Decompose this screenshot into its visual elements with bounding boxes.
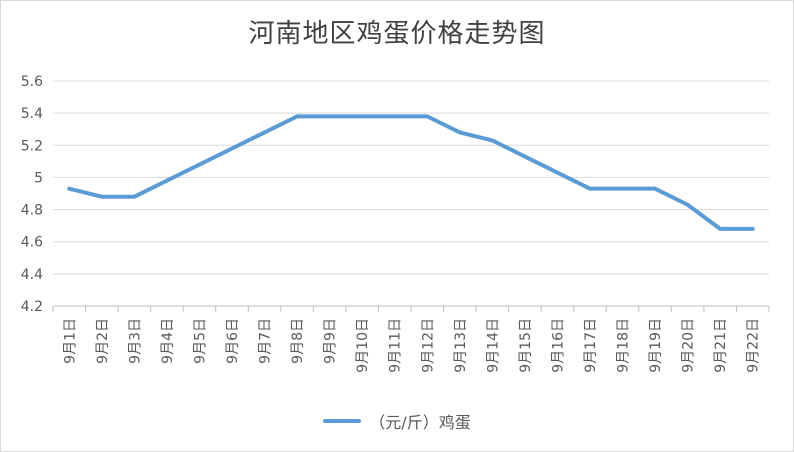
chart-title: 河南地区鸡蛋价格走势图 xyxy=(248,19,546,49)
plot-area: 4.2 4.4 4.6 4.8 5 5.2 5.4 5.6 9月1日 9月2日 9月3日 9月4日 9月… xyxy=(21,74,770,373)
x-tick-label: 9月14日 xyxy=(485,318,501,373)
y-tick-label: 5 xyxy=(34,170,43,186)
x-tick-label: 9月21日 xyxy=(713,318,729,373)
x-tick-label: 9月3日 xyxy=(127,318,143,364)
x-tick-label: 9月22日 xyxy=(746,318,762,373)
x-tick-label: 9月18日 xyxy=(616,318,632,373)
y-tick-label: 4.4 xyxy=(21,267,43,283)
legend-swatch xyxy=(323,419,362,423)
x-tick-label: 9月17日 xyxy=(583,318,599,373)
x-tick-label: 9月8日 xyxy=(290,318,306,364)
x-tick-label: 9月6日 xyxy=(225,318,241,364)
x-tick-label: 9月12日 xyxy=(420,318,436,373)
series-line-eggs xyxy=(67,114,755,231)
y-tick-label: 4.2 xyxy=(21,299,43,315)
x-tick-label: 9月2日 xyxy=(95,318,111,364)
x-tick-label: 9月10日 xyxy=(355,318,371,373)
y-tick-label: 4.8 xyxy=(21,203,43,219)
x-tick-label: 9月16日 xyxy=(550,318,566,373)
x-tick-label: 9月13日 xyxy=(453,318,469,373)
x-tick-label: 9月7日 xyxy=(258,318,274,364)
x-tick-label: 9月4日 xyxy=(160,318,176,364)
x-tick-label: 9月9日 xyxy=(323,318,339,364)
x-tick-label: 9月11日 xyxy=(388,318,404,373)
x-tick-label: 9月15日 xyxy=(518,318,534,373)
legend: （元/斤）鸡蛋 xyxy=(1,409,793,433)
y-tick-label: 5.2 xyxy=(21,138,43,154)
x-tick-label: 9月5日 xyxy=(192,318,208,364)
x-tick-label: 9月20日 xyxy=(681,318,697,373)
legend-label: （元/斤）鸡蛋 xyxy=(369,413,471,432)
x-tick-label: 9月1日 xyxy=(62,318,78,364)
y-tick-label: 5.6 xyxy=(21,74,43,90)
y-tick-label: 4.6 xyxy=(21,235,43,251)
x-tick-label: 9月19日 xyxy=(648,318,664,373)
y-tick-label: 5.4 xyxy=(21,106,43,122)
